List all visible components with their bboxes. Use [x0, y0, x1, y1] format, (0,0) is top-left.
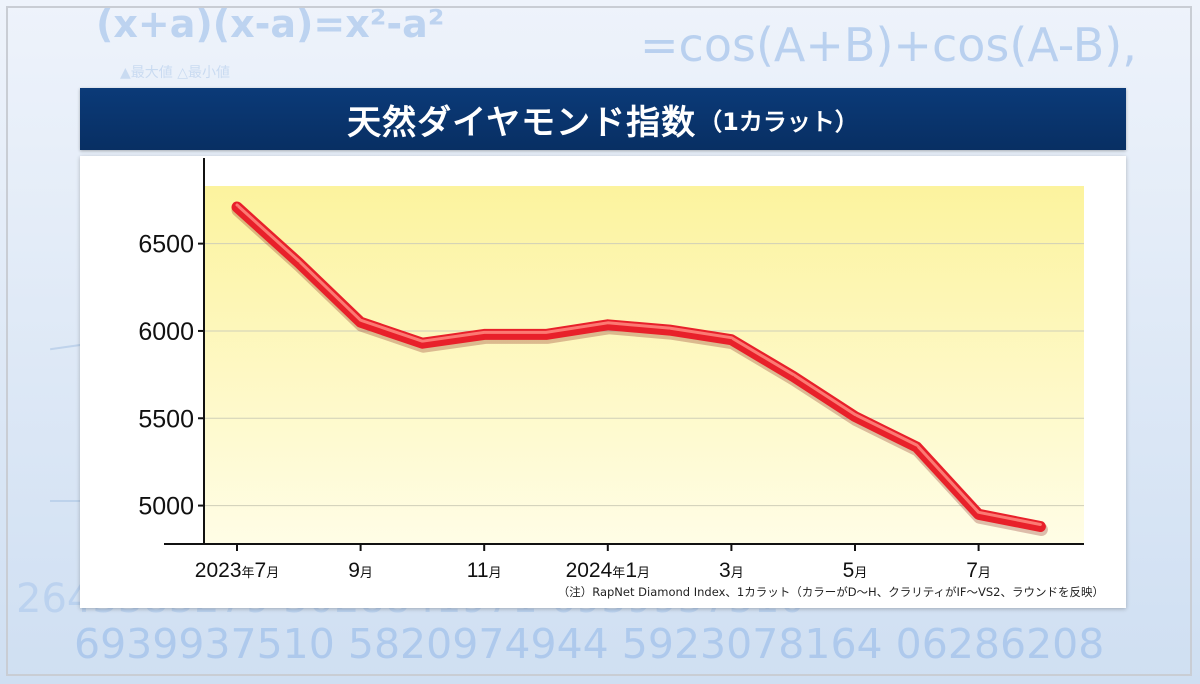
outer-frame: [6, 6, 1192, 676]
background-formula-cosine: =cos(A+B)+cos(A-B),: [640, 18, 1137, 72]
x-tick-label: 2023年7月: [195, 559, 279, 582]
data-point: [421, 342, 423, 344]
background-formula-binomial: (x+a)(x-a)=x²-a²: [96, 2, 445, 46]
chart-title: 天然ダイヤモンド指数: [347, 102, 697, 143]
data-point: [360, 321, 362, 323]
background-formula-small: ▲最大値 △最小値: [120, 65, 230, 81]
y-tick-label: 5000: [138, 493, 194, 521]
chart-title-bar: 天然ダイヤモンド指数 （1カラット）: [80, 88, 1126, 150]
data-point: [730, 339, 732, 341]
data-point: [854, 416, 856, 418]
background-decoration-line: [50, 500, 80, 502]
data-point: [916, 446, 918, 448]
x-tick-label: 9月: [348, 559, 373, 582]
data-point: [1039, 526, 1041, 528]
y-tick-label: 5500: [138, 405, 194, 433]
series-line: [231, 201, 1046, 532]
data-point: [607, 324, 609, 326]
source-note: （注）RapNet Diamond Index、1カラット（カラーがD～H、クラ…: [557, 585, 1104, 599]
data-point: [978, 513, 980, 515]
x-tick-label: 5月: [843, 559, 868, 582]
y-tick-label: 6500: [138, 231, 194, 259]
y-tick-label: 6000: [138, 318, 194, 346]
data-point: [545, 333, 547, 335]
series-line-highlight: [235, 203, 1042, 526]
data-point: [298, 262, 300, 264]
line-chart: 5000 5500 6000 6500 2023年7月 9月 11月 2024年1月 3月 5月 7…: [138, 158, 1084, 582]
chart-panel: 5000 5500 6000 6500 2023年7月 9月 11月 2024年1月 3月 5月 7…: [80, 156, 1126, 608]
x-tick-label: 7月: [966, 559, 991, 582]
x-tick-label: 2024年1月: [566, 559, 650, 582]
x-tick-label: 11月: [467, 559, 502, 582]
data-point: [483, 333, 485, 335]
x-tick-label: 3月: [719, 559, 744, 582]
background-digits-row: 6939937510 5820974944 5923078164 0628620…: [74, 620, 1105, 668]
chart-title-unit: （1カラット）: [698, 107, 859, 136]
data-point: [669, 329, 671, 331]
data-point: [236, 206, 238, 208]
plot-area: [204, 186, 1084, 544]
data-point: [792, 375, 794, 377]
